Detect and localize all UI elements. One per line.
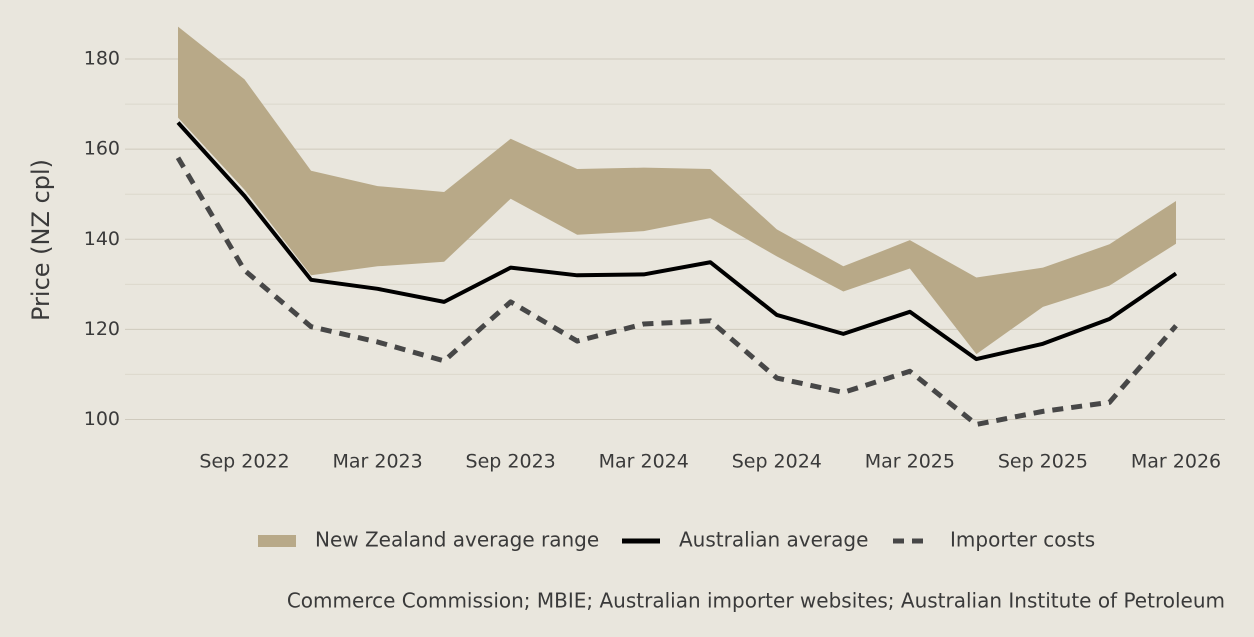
legend-label: Importer costs <box>950 528 1095 552</box>
legend-label: Australian average <box>679 528 868 552</box>
x-tick-label: Sep 2024 <box>732 451 822 473</box>
y-tick-label: 160 <box>84 138 120 160</box>
x-tick-label: Sep 2023 <box>466 451 556 473</box>
legend-label: New Zealand average range <box>315 528 599 552</box>
range-area <box>178 26 1176 355</box>
x-tick-label: Sep 2025 <box>998 451 1088 473</box>
y-tick-label: 100 <box>84 408 120 430</box>
y-tick-label: 120 <box>84 318 120 340</box>
x-tick-label: Mar 2025 <box>865 451 955 473</box>
x-tick-label: Mar 2023 <box>332 451 422 473</box>
line <box>176 121 1178 362</box>
y-tick-label: 140 <box>84 228 120 250</box>
x-tick-label: Mar 2024 <box>599 451 689 473</box>
legend-swatch <box>258 535 296 547</box>
line <box>175 156 1178 427</box>
x-tick-label: Sep 2022 <box>199 451 289 473</box>
y-axis-label: Price (NZ cpl) <box>27 159 55 321</box>
source: Commerce Commission; MBIE; Australian im… <box>287 589 1225 613</box>
y-tick-label: 180 <box>84 48 120 70</box>
x-tick-label: Mar 2026 <box>1131 451 1221 473</box>
